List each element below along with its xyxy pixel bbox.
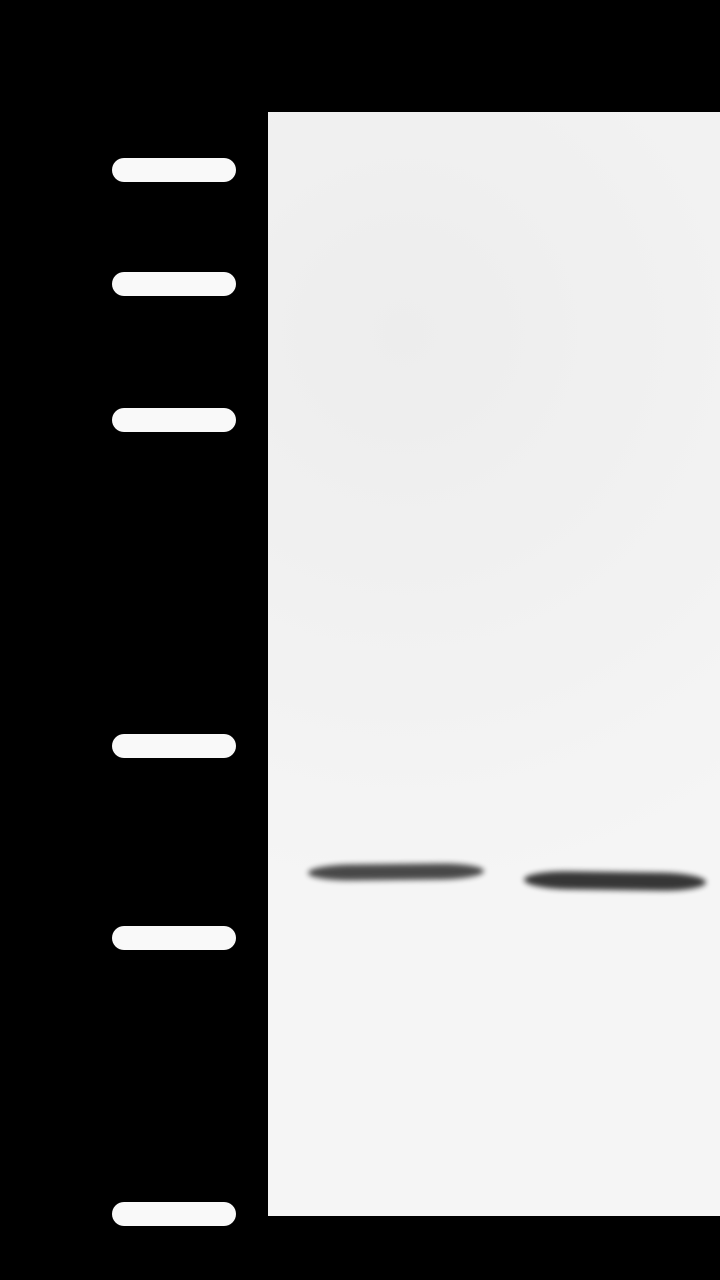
ladder-mark-1 bbox=[112, 158, 236, 182]
ladder-panel bbox=[0, 0, 268, 1280]
western-blot-figure bbox=[0, 0, 720, 1280]
band-lane-b bbox=[524, 871, 706, 892]
ladder-mark-6 bbox=[112, 1202, 236, 1226]
ladder-mark-4 bbox=[112, 734, 236, 758]
band-lane-a bbox=[308, 863, 484, 881]
ladder-mark-2 bbox=[112, 272, 236, 296]
ladder-mark-3 bbox=[112, 408, 236, 432]
blot-panel bbox=[268, 112, 720, 1216]
ladder-mark-5 bbox=[112, 926, 236, 950]
